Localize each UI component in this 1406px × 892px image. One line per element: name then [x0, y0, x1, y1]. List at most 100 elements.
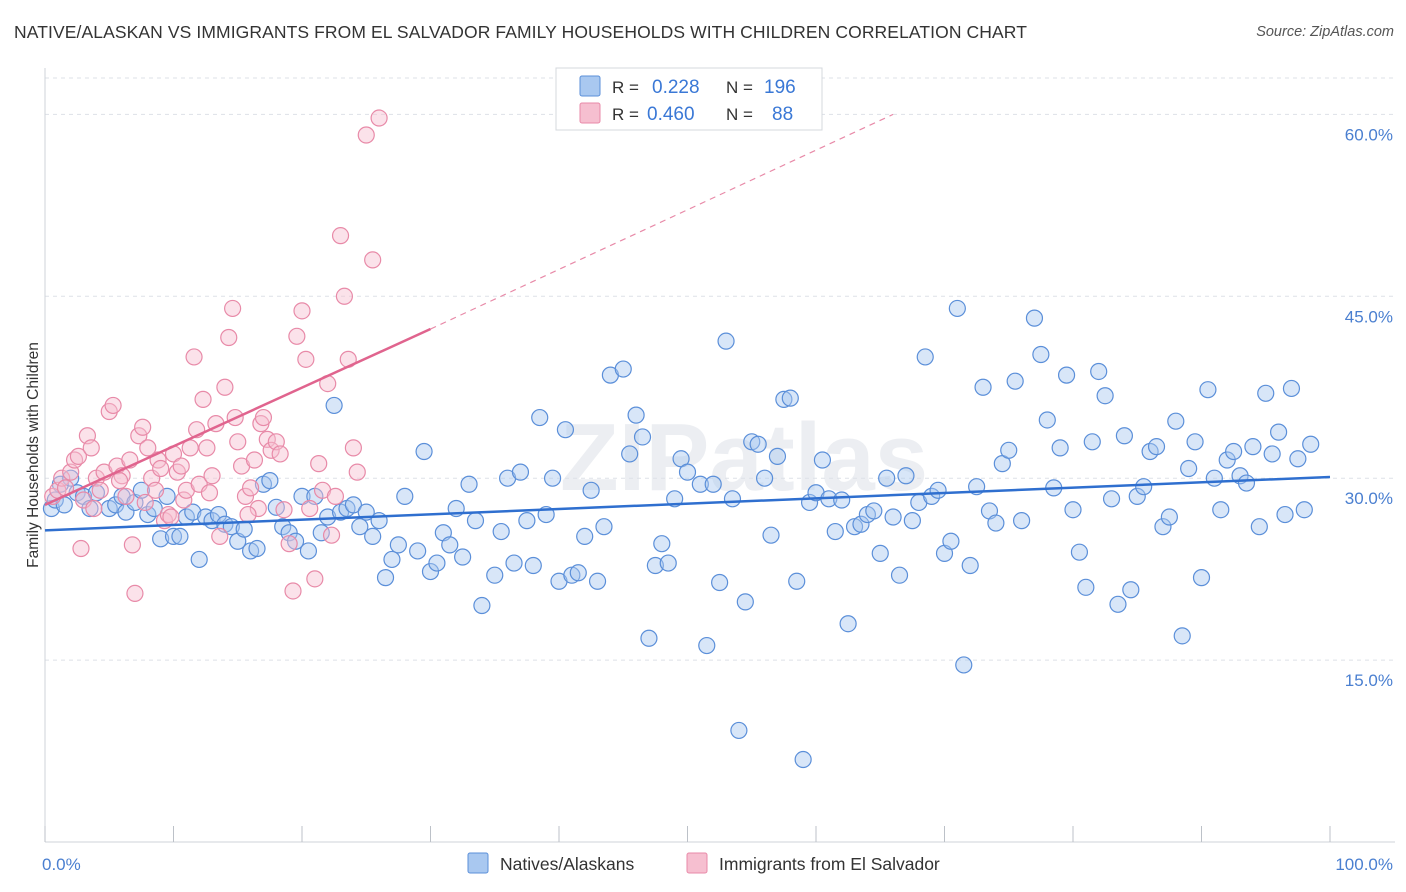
point-natives-alaskans [852, 515, 870, 533]
point-natives-alaskans [190, 550, 208, 569]
point-natives-alaskans [441, 536, 459, 554]
point-immigrants-el-salvador [335, 287, 354, 305]
point-immigrants-el-salvador [301, 499, 319, 518]
point-immigrants-el-salvador [236, 487, 255, 505]
point-natives-alaskans [871, 544, 889, 562]
point-natives-alaskans [364, 527, 382, 546]
point-immigrants-el-salvador [310, 455, 328, 473]
point-natives-alaskans [755, 469, 774, 487]
point-natives-alaskans [248, 539, 266, 558]
point-natives-alaskans [415, 442, 433, 461]
y-tick-label: 60.0% [1345, 125, 1393, 144]
point-immigrants-el-salvador [203, 467, 221, 485]
point-immigrants-el-salvador [357, 126, 375, 144]
point-natives-alaskans [723, 490, 742, 508]
point-natives-alaskans [518, 512, 536, 530]
point-immigrants-el-salvador [146, 481, 165, 499]
point-natives-alaskans [466, 512, 485, 530]
point-natives-alaskans [1038, 411, 1056, 429]
point-immigrants-el-salvador [364, 251, 382, 269]
point-natives-alaskans [762, 526, 780, 544]
point-natives-alaskans [556, 421, 575, 439]
point-immigrants-el-salvador [280, 535, 298, 553]
point-natives-alaskans [62, 469, 80, 487]
point-natives-alaskans [1192, 569, 1211, 587]
point-natives-alaskans [730, 721, 748, 740]
y-tick-label: 15.0% [1345, 671, 1393, 690]
point-natives-alaskans [621, 445, 639, 463]
point-natives-alaskans [274, 518, 292, 536]
point-immigrants-el-salvador [370, 109, 388, 127]
point-immigrants-el-salvador [262, 441, 280, 459]
point-immigrants-el-salvador [53, 469, 71, 487]
point-natives-alaskans [1000, 441, 1018, 459]
point-natives-alaskans [1218, 451, 1236, 469]
series-immigrants-el-salvador-points [44, 109, 388, 602]
point-natives-alaskans [865, 502, 883, 520]
legend-swatch-immigrants-el-salvador [686, 852, 708, 874]
point-natives-alaskans [813, 451, 832, 469]
point-immigrants-el-salvador [134, 418, 152, 436]
point-natives-alaskans [299, 542, 318, 560]
point-natives-alaskans [1147, 438, 1166, 456]
point-natives-alaskans [646, 556, 664, 575]
point-natives-alaskans [633, 428, 652, 446]
point-natives-alaskans [942, 532, 960, 550]
point-immigrants-el-salvador [322, 526, 341, 544]
point-immigrants-el-salvador [185, 348, 203, 366]
point-natives-alaskans [884, 508, 902, 526]
point-immigrants-el-salvador [271, 445, 289, 463]
point-immigrants-el-salvador [91, 481, 109, 499]
point-natives-alaskans [409, 542, 427, 560]
legend-r-value: 0.228 [652, 77, 700, 98]
point-natives-alaskans [1006, 372, 1024, 390]
point-natives-alaskans [376, 569, 395, 587]
legend-r-value: 0.460 [647, 104, 695, 125]
point-natives-alaskans [640, 629, 658, 647]
point-immigrants-el-salvador [85, 499, 103, 518]
point-natives-alaskans [1057, 366, 1076, 384]
point-immigrants-el-salvador [126, 584, 144, 602]
point-natives-alaskans [1186, 433, 1204, 451]
point-natives-alaskans [1225, 442, 1243, 461]
point-natives-alaskans [171, 527, 189, 546]
point-natives-alaskans [1025, 309, 1044, 327]
legend-r-label: R = [612, 105, 639, 124]
point-natives-alaskans [1205, 469, 1223, 487]
point-immigrants-el-salvador [293, 302, 311, 320]
point-natives-alaskans [486, 566, 504, 584]
point-natives-alaskans [569, 564, 587, 582]
point-natives-alaskans [1083, 433, 1101, 451]
point-natives-alaskans [1244, 438, 1262, 456]
point-natives-alaskans [794, 750, 812, 769]
point-natives-alaskans [184, 503, 202, 521]
legend-swatch-natives-alaskans [467, 852, 489, 874]
point-natives-alaskans [826, 522, 844, 541]
point-natives-alaskans [955, 656, 973, 674]
point-natives-alaskans [678, 463, 697, 481]
trend-lines [44, 113, 1331, 532]
legend-n-label: N = [726, 105, 753, 124]
point-natives-alaskans [691, 475, 709, 493]
trend-extension-immigrants-el-salvador [430, 113, 894, 330]
point-natives-alaskans [1237, 474, 1256, 492]
point-natives-alaskans [897, 467, 915, 485]
point-immigrants-el-salvador [200, 484, 219, 502]
point-natives-alaskans [1167, 412, 1185, 430]
point-natives-alaskans [576, 527, 594, 546]
point-natives-alaskans [659, 554, 677, 572]
legend-n-value: 196 [764, 77, 796, 98]
point-immigrants-el-salvador [198, 439, 216, 457]
point-natives-alaskans [1282, 379, 1301, 398]
point-natives-alaskans [775, 390, 793, 408]
point-natives-alaskans [1096, 387, 1114, 405]
point-immigrants-el-salvador [175, 491, 193, 509]
point-natives-alaskans [543, 469, 562, 487]
point-natives-alaskans [293, 487, 311, 505]
legend-n-label: N = [726, 78, 753, 97]
point-immigrants-el-salvador [239, 505, 257, 524]
point-natives-alaskans [428, 554, 446, 572]
point-natives-alaskans [1122, 581, 1140, 599]
point-natives-alaskans [781, 389, 799, 407]
point-natives-alaskans [788, 572, 806, 590]
